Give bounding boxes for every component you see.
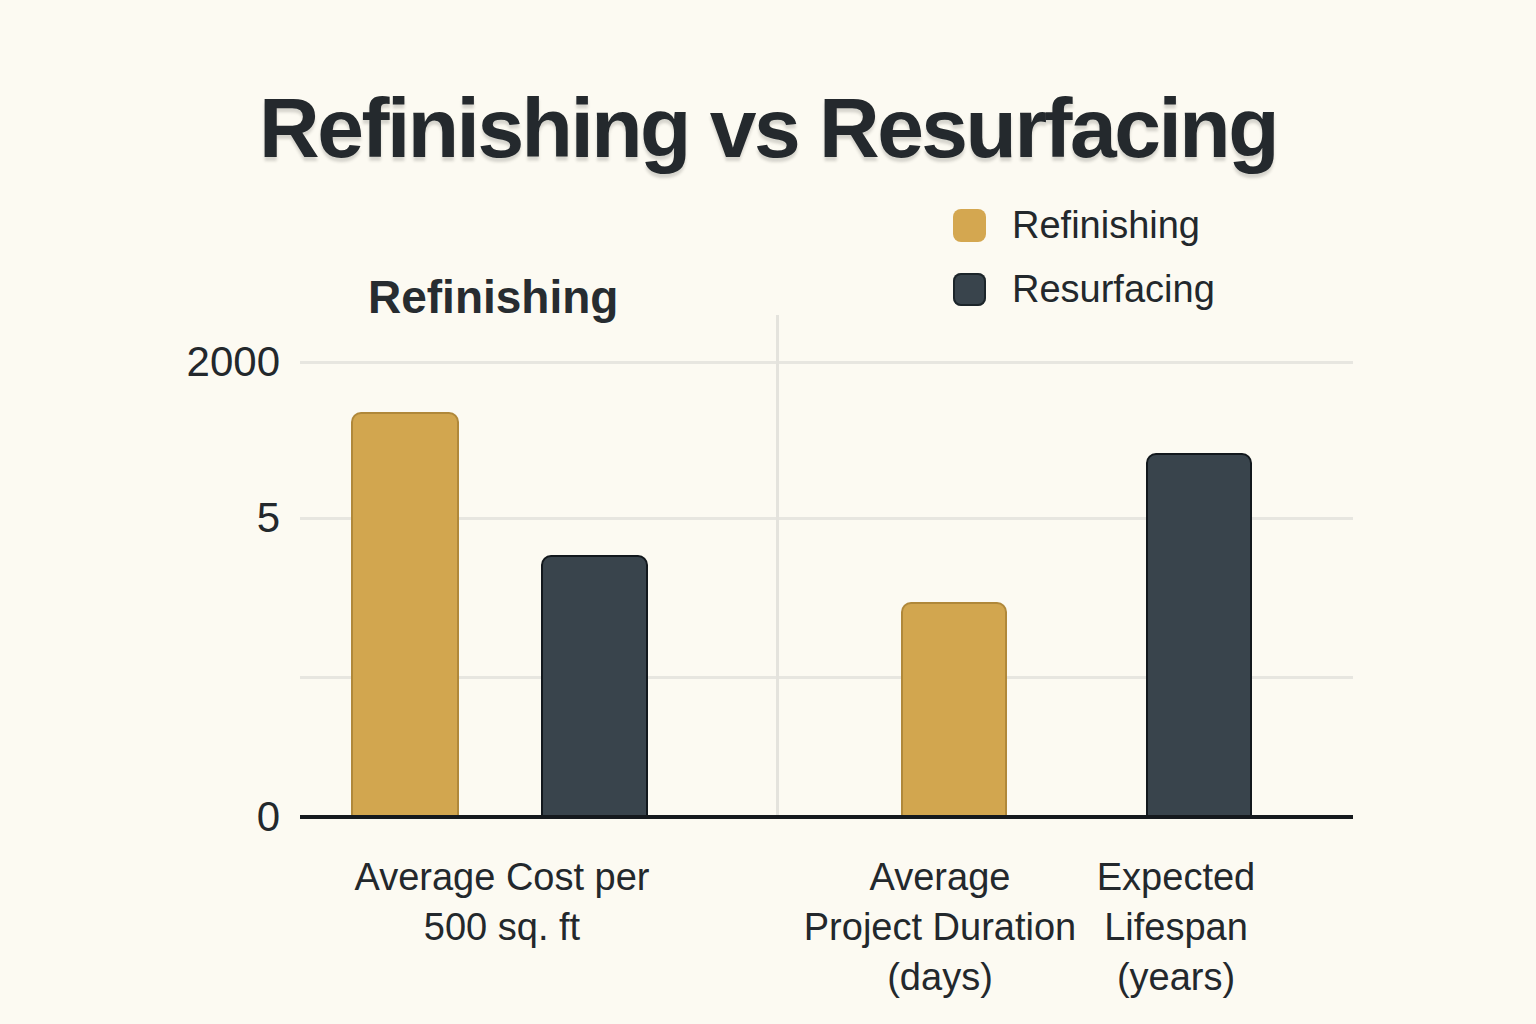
legend: Refinishing Resurfacing xyxy=(953,206,1215,308)
gridline-2000 xyxy=(300,361,1353,364)
legend-label-refinishing: Refinishing xyxy=(1012,206,1200,244)
xlabel-average-cost: Average Cost per 500 sq. ft xyxy=(302,852,702,952)
refinishing-swatch-icon xyxy=(953,209,986,242)
resurfacing-swatch-icon xyxy=(953,273,986,306)
bar-refinishing-1 xyxy=(901,602,1007,817)
ytick-5: 5 xyxy=(160,496,280,540)
bar-refinishing-0 xyxy=(351,412,459,817)
ytick-2000: 2000 xyxy=(160,340,280,384)
legend-item-resurfacing: Resurfacing xyxy=(953,270,1215,308)
x-axis-line xyxy=(300,815,1353,819)
chart-canvas: Refinishing vs Resurfacing Refinishing R… xyxy=(0,0,1536,1024)
legend-label-resurfacing: Resurfacing xyxy=(1012,270,1215,308)
gridline-vertical-divider xyxy=(776,315,779,817)
panel-label: Refinishing xyxy=(368,270,618,324)
xlabel-expected-lifespan: Expected Lifespan (years) xyxy=(1016,852,1336,1002)
bar-resurfacing-2 xyxy=(1146,453,1252,817)
legend-item-refinishing: Refinishing xyxy=(953,206,1215,244)
bar-resurfacing-0 xyxy=(541,555,648,817)
chart-title: Refinishing vs Resurfacing xyxy=(0,80,1536,177)
ytick-0: 0 xyxy=(160,795,280,839)
